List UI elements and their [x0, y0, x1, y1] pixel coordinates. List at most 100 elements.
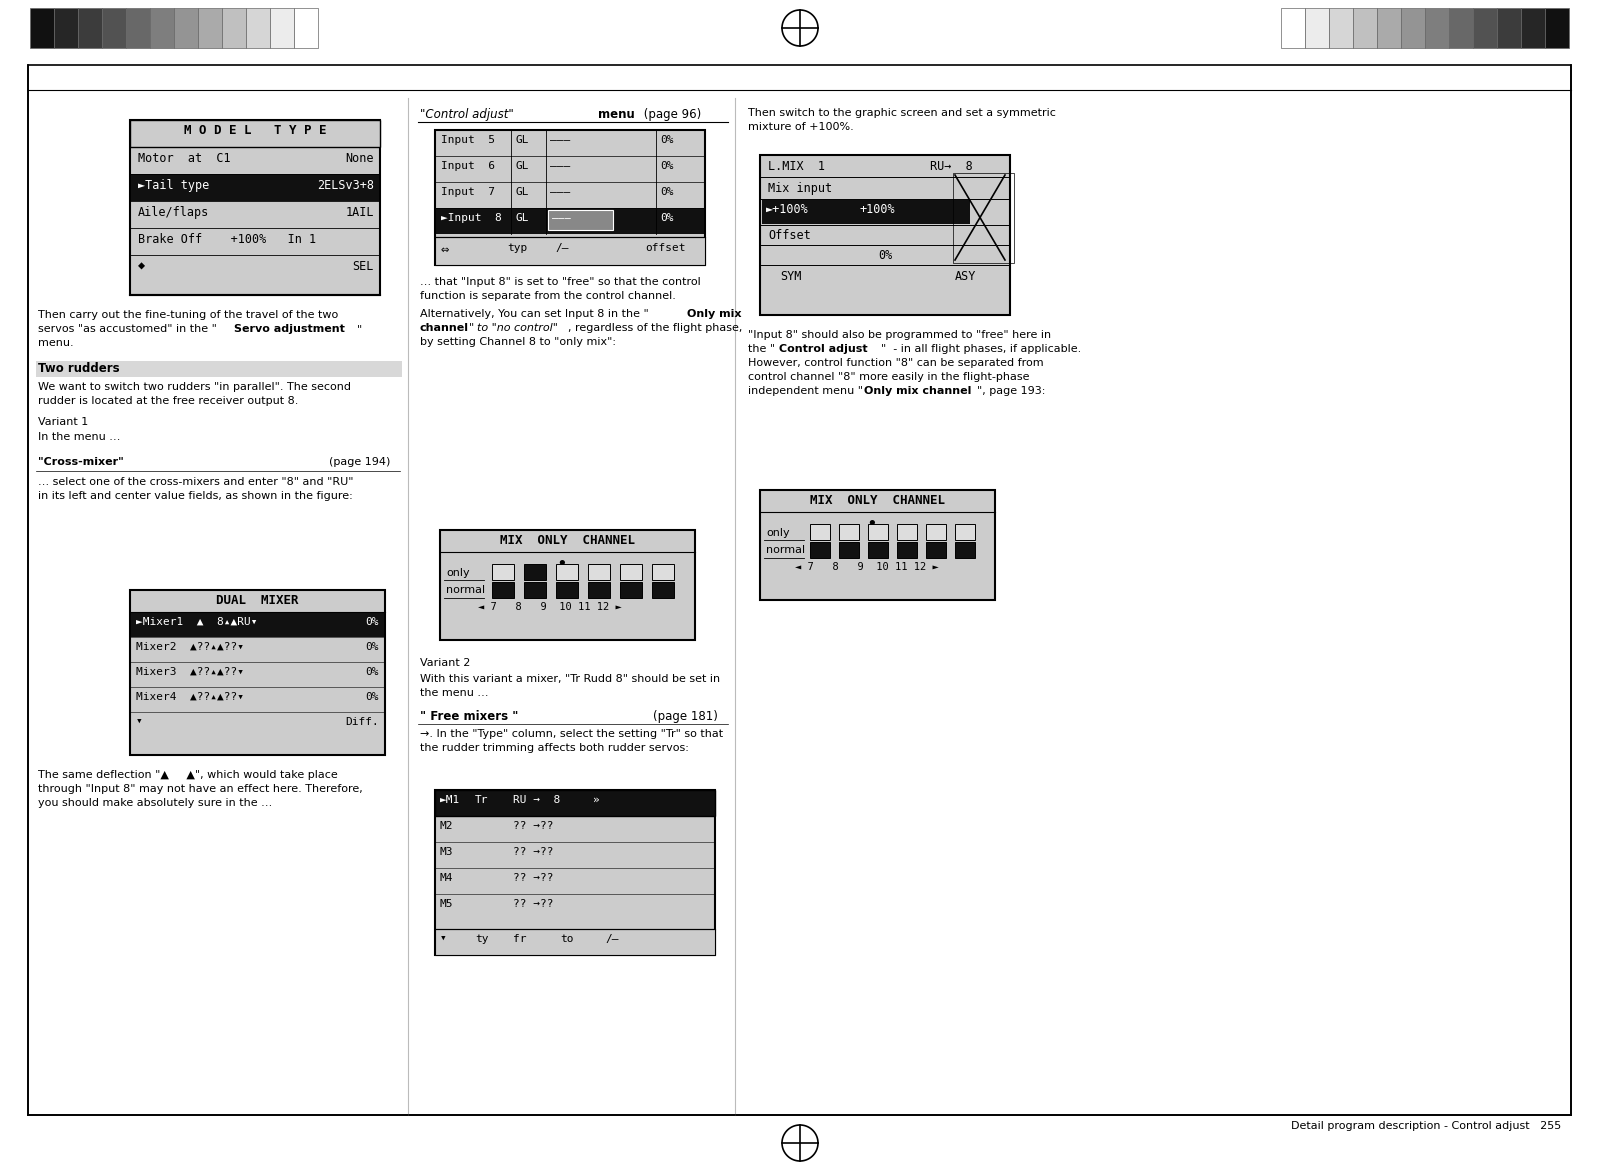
Text: the rudder trimming affects both rudder servos:: the rudder trimming affects both rudder … [421, 743, 689, 753]
Bar [1545, 8, 1569, 48]
Text: Tr: Tr [475, 795, 489, 805]
Bar [29, 65, 1570, 1115]
Text: 2ELSv3+8: 2ELSv3+8 [317, 179, 374, 192]
Text: ►Tail type: ►Tail type [138, 179, 209, 192]
Text: ►Mixer1  ▲  8▴▲RU▾: ►Mixer1 ▲ 8▴▲RU▾ [136, 617, 257, 627]
Bar [839, 542, 859, 558]
Bar [78, 8, 102, 48]
Text: 0%: 0% [660, 135, 673, 145]
Bar [440, 530, 696, 640]
Text: through "Input 8" may not have an effect here. Therefore,: through "Input 8" may not have an effect… [38, 784, 363, 794]
Text: ▾: ▾ [136, 717, 142, 726]
Text: ", page 193:: ", page 193: [977, 385, 1046, 396]
Text: Only mix: Only mix [688, 310, 742, 319]
Bar [763, 200, 855, 224]
Text: Input  7: Input 7 [441, 187, 496, 197]
Text: Variant 1: Variant 1 [38, 417, 88, 427]
Bar [1377, 8, 1401, 48]
Bar [54, 8, 78, 48]
Bar [955, 542, 975, 558]
Text: to: to [560, 934, 574, 944]
Bar [760, 491, 995, 600]
Text: (page 194): (page 194) [329, 457, 390, 467]
Text: ∕–: ∕– [604, 934, 619, 944]
Bar [855, 200, 971, 224]
Text: normal: normal [446, 585, 484, 595]
Text: the ": the " [748, 345, 776, 354]
Text: Then carry out the fine-tuning of the travel of the two: Then carry out the fine-tuning of the tr… [38, 310, 339, 320]
Bar [222, 8, 246, 48]
Text: (page 96): (page 96) [640, 107, 702, 121]
Bar [294, 8, 318, 48]
Text: (page 181): (page 181) [652, 710, 718, 723]
Text: RU →  8: RU → 8 [513, 795, 560, 805]
Text: M O D E L   T Y P E: M O D E L T Y P E [184, 124, 326, 137]
Text: MIX  ONLY  CHANNEL: MIX ONLY CHANNEL [499, 534, 635, 547]
Bar [652, 582, 675, 598]
Bar [868, 524, 887, 540]
Text: ►M1: ►M1 [440, 795, 461, 805]
Text: ———: ——— [550, 187, 571, 197]
Text: ———: ——— [552, 213, 571, 223]
Bar [130, 120, 381, 296]
Text: ———: ——— [550, 161, 571, 171]
Bar [102, 8, 126, 48]
Bar [270, 8, 294, 48]
Text: Mix input: Mix input [768, 182, 831, 195]
Text: ?? →??: ?? →?? [513, 872, 553, 883]
Bar [620, 582, 643, 598]
Bar [435, 130, 705, 265]
Text: Mixer4  ▲??▴▲??▾: Mixer4 ▲??▴▲??▾ [136, 691, 245, 702]
Text: ———: ——— [550, 135, 571, 145]
Bar [1449, 8, 1473, 48]
Text: Input  5: Input 5 [441, 135, 496, 145]
Bar [246, 8, 270, 48]
Text: "Input 8" should also be programmed to "free" here in: "Input 8" should also be programmed to "… [748, 331, 1051, 340]
Bar [897, 524, 916, 540]
Text: Variant 2: Variant 2 [421, 658, 470, 668]
Text: 0%: 0% [660, 161, 673, 171]
Text: ty: ty [475, 934, 489, 944]
Bar [953, 173, 1014, 263]
Bar [588, 582, 609, 598]
Text: ?? →??: ?? →?? [513, 847, 553, 857]
Text: "  - in all flight phases, if applicable.: " - in all flight phases, if applicable. [881, 345, 1081, 354]
Text: •: • [867, 515, 878, 533]
Text: Offset: Offset [768, 229, 811, 242]
Bar [131, 174, 379, 201]
Text: SYM: SYM [780, 270, 801, 283]
Text: Mixer2  ▲??▴▲??▾: Mixer2 ▲??▴▲??▾ [136, 642, 245, 652]
Bar [868, 542, 887, 558]
Bar [1281, 8, 1305, 48]
Text: ►+100%: ►+100% [766, 203, 809, 216]
Text: In the menu …: In the menu … [38, 432, 120, 442]
Text: 0%: 0% [878, 249, 892, 262]
Text: to "no control": to "no control" [477, 324, 558, 333]
Text: by setting Channel 8 to "only mix":: by setting Channel 8 to "only mix": [421, 338, 616, 347]
Bar [1497, 8, 1521, 48]
Text: GL: GL [515, 135, 529, 145]
Bar [556, 582, 577, 598]
Text: However, control function "8" can be separated from: However, control function "8" can be sep… [748, 359, 1044, 368]
Text: … select one of the cross-mixers and enter "8" and "RU": … select one of the cross-mixers and ent… [38, 477, 353, 487]
Text: normal: normal [766, 545, 806, 555]
Bar [588, 564, 609, 580]
Bar [620, 564, 643, 580]
Text: fr: fr [513, 934, 526, 944]
Text: The same deflection "▲     ▲", which would take place: The same deflection "▲ ▲", which would t… [38, 770, 337, 780]
Text: ?? →??: ?? →?? [513, 821, 553, 830]
Text: GL: GL [515, 161, 529, 171]
Text: , regardless of the flight phase,: , regardless of the flight phase, [568, 324, 742, 333]
Bar [174, 8, 198, 48]
Text: independent menu ": independent menu " [748, 385, 863, 396]
Text: 0%: 0% [660, 213, 673, 223]
Text: servos "as accustomed" in the ": servos "as accustomed" in the " [38, 324, 217, 334]
Bar [652, 564, 675, 580]
Text: We want to switch two rudders "in parallel". The second: We want to switch two rudders "in parall… [38, 382, 352, 392]
Bar [1305, 8, 1329, 48]
Text: SEL: SEL [353, 260, 374, 273]
Bar [130, 120, 381, 147]
Text: 0%: 0% [366, 617, 379, 627]
Text: function is separate from the control channel.: function is separate from the control ch… [421, 291, 676, 301]
Text: Detail program description - Control adjust   255: Detail program description - Control adj… [1290, 1121, 1561, 1131]
